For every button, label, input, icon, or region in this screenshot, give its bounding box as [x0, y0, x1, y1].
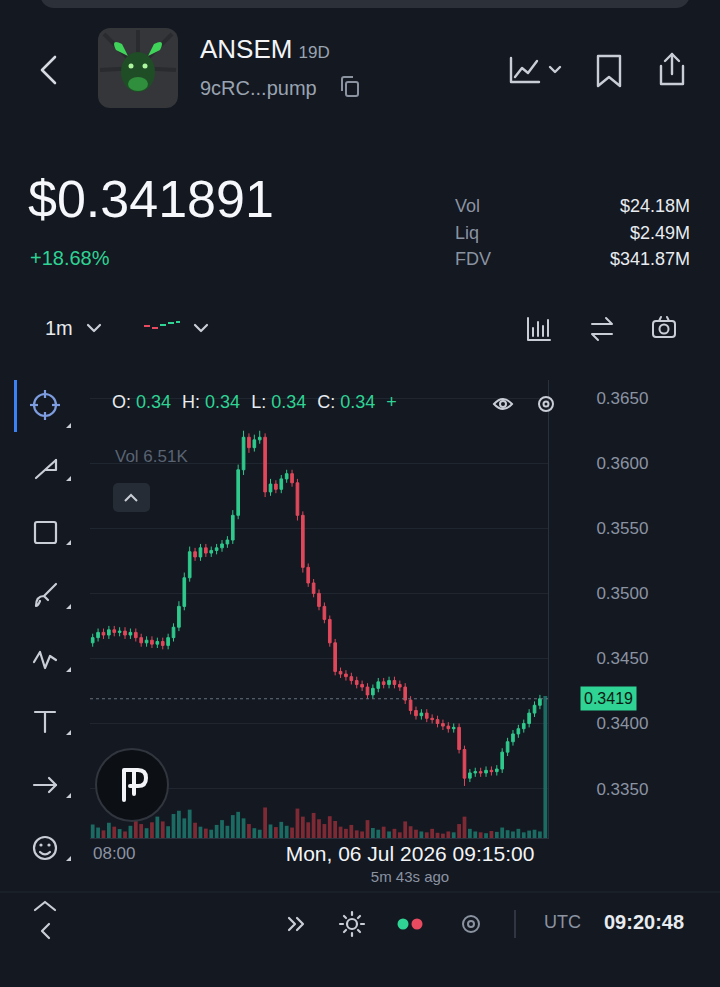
svg-text:0.3419: 0.3419 [584, 690, 633, 707]
html-text:9cRC...pump: 9cRC...pump [200, 77, 317, 99]
svg-text:0.3600: 0.3600 [596, 454, 648, 473]
svg-text:0.3400: 0.3400 [596, 714, 648, 733]
html-text:H: 0.34: H: 0.34 [182, 392, 241, 412]
html-text:$341.87M: $341.87M [609, 249, 690, 269]
html-text:O: 0.34: O: 0.34 [112, 392, 172, 412]
svg-text:0.3450: 0.3450 [596, 649, 648, 668]
html-text:Vol: Vol [455, 196, 480, 216]
html-text:ANSEM 19D: ANSEM 19D [200, 34, 330, 64]
html-text:1m: 1m [45, 317, 73, 339]
html-text:L: 0.34: L: 0.34 [251, 392, 307, 412]
html-text:$2.49M: $2.49M [630, 222, 690, 243]
html-text:Vol 6.51K: Vol 6.51K [115, 447, 188, 466]
html-text:5m 43s ago: 5m 43s ago [370, 868, 450, 885]
svg-text:0.3350: 0.3350 [596, 780, 648, 799]
html-text:$24.18M: $24.18M [619, 196, 690, 216]
svg-text:0.3650: 0.3650 [596, 389, 648, 408]
html-text:$0.341891: $0.341891 [28, 170, 274, 228]
html-text:C: 0.34: C: 0.34 [317, 392, 376, 412]
html-text:+18.68%: +18.68% [30, 247, 110, 269]
svg-text:0.3500: 0.3500 [596, 584, 648, 603]
html-text:Mon, 06 Jul 2026 09:15:00: Mon, 06 Jul 2026 09:15:00 [285, 842, 535, 865]
html-text:Liq: Liq [455, 222, 479, 243]
html-text:UTC: UTC [544, 912, 581, 932]
html-text:09:20:48: 09:20:48 [604, 911, 685, 933]
svg-text:0.3550: 0.3550 [596, 519, 648, 538]
html-text:FDV: FDV [455, 249, 491, 269]
svg-text:08:00: 08:00 [93, 844, 136, 863]
